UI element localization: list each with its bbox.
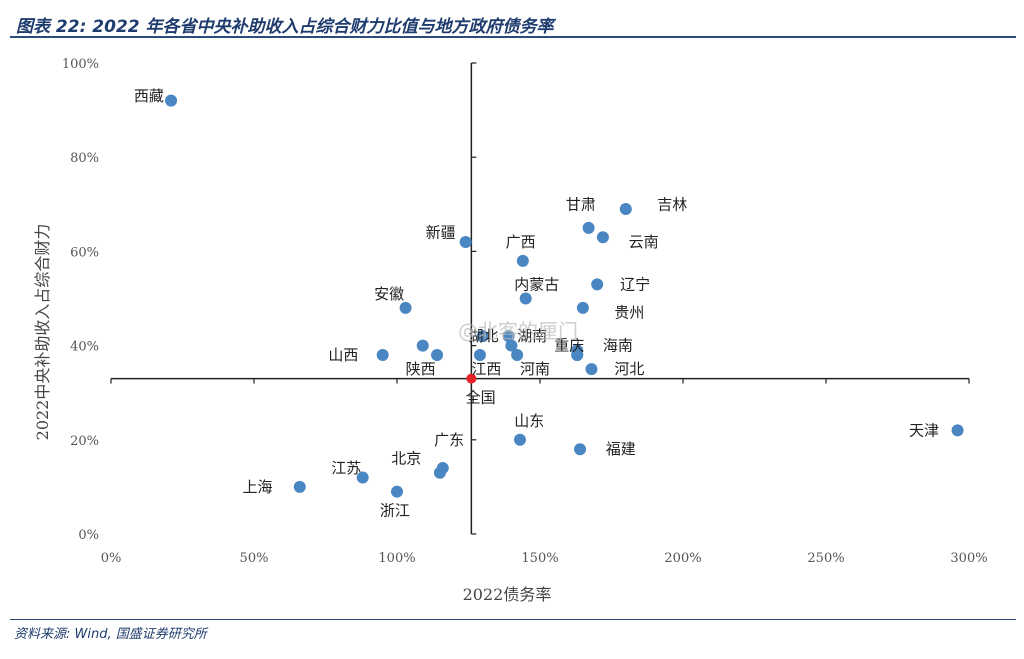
data-point [431,349,444,362]
point-label: 山西 [328,346,358,364]
point-label: 河北 [614,360,644,378]
y-tick-label: 80% [70,151,99,166]
data-point [399,301,412,314]
y-tick-label: 0% [78,528,99,543]
x-tick-label: 300% [950,551,987,566]
points-layer [165,94,964,498]
data-point [505,339,518,352]
x-tick-label: 200% [664,551,701,566]
data-point [619,203,632,216]
tick-layer: 0% 50% 100% 150% 200% 250% 300% 0% 20% 40% 60% 80% 1… [62,57,988,566]
data-point [951,424,964,437]
data-point [476,330,489,343]
point-label: 内蒙古 [514,275,559,293]
data-point [356,471,369,484]
point-label: 江西 [471,360,501,378]
point-label: 云南 [629,233,659,251]
point-label: 上海 [243,478,273,496]
y-axis-title: 2022中央补助收入占综合财力 [33,224,52,441]
data-point [585,363,598,376]
header-divider [10,36,1016,38]
point-label: 西藏 [134,87,164,105]
point-label: 北京 [391,450,421,468]
point-label: 贵州 [614,304,644,322]
data-point [576,301,589,314]
data-point [516,254,529,267]
scatter-chart: 0% 50% 100% 150% 200% 250% 300% 0% 20% 40% 60% 80% 1… [33,57,988,604]
data-point [376,349,389,362]
data-point [416,339,429,352]
data-point [519,292,532,305]
data-point [502,330,515,343]
data-point [473,349,486,362]
x-tick-label: 0% [101,551,122,566]
y-tick-label: 100% [62,57,99,72]
data-point [293,480,306,493]
point-label: 重庆 [554,337,584,355]
point-label: 辽宁 [620,275,650,293]
data-point [591,278,604,291]
point-national [466,373,477,384]
data-point [391,485,403,498]
point-label: 新疆 [426,224,456,242]
data-point [433,466,446,479]
x-tick-label: 100% [378,551,415,566]
x-axis-title: 2022债务率 [463,585,552,604]
point-label: 吉林 [657,195,687,213]
data-point [582,221,595,234]
point-label: 福建 [606,440,636,458]
chart-header: 图表 22: 2022 年各省中央补助收入占综合财力比值与地方政府债务率 [12,6,1016,37]
data-point [596,231,609,244]
data-point [571,349,584,362]
point-label: 湖北 [469,327,499,345]
point-label: 广东 [434,431,464,449]
y-tick-label: 20% [70,434,99,449]
x-tick-label: 50% [240,551,269,566]
source-note: 资料来源: Wind, 国盛证券研究所 [14,627,207,642]
data-point [513,433,526,446]
point-label: 海南 [603,337,633,355]
data-point [511,349,524,362]
point-label: 全国 [466,388,496,406]
data-point [165,94,178,107]
point-label: 江苏 [331,459,361,477]
data-point [459,235,472,248]
point-label: 安徽 [374,285,404,303]
x-tick-label: 250% [807,551,844,566]
point-label: 浙江 [380,501,410,519]
data-point [574,443,587,456]
figure-title: 图表 22: 2022 年各省中央补助收入占综合财力比值与地方政府债务率 [16,17,554,37]
point-label: 河南 [520,360,550,378]
point-label: 甘肃 [566,195,596,213]
y-tick-label: 60% [70,245,99,260]
point-label: 湖南 [517,327,547,345]
point-label: 广西 [506,233,536,251]
point-label: 陕西 [406,360,436,378]
y-tick-label: 40% [70,340,99,355]
point-label: 天津 [909,421,939,439]
axes-layer [110,62,970,535]
footer-divider [10,619,1016,620]
watermark: @北客的厘门 [458,319,578,343]
point-label: 山东 [514,412,544,430]
x-tick-label: 150% [521,551,558,566]
